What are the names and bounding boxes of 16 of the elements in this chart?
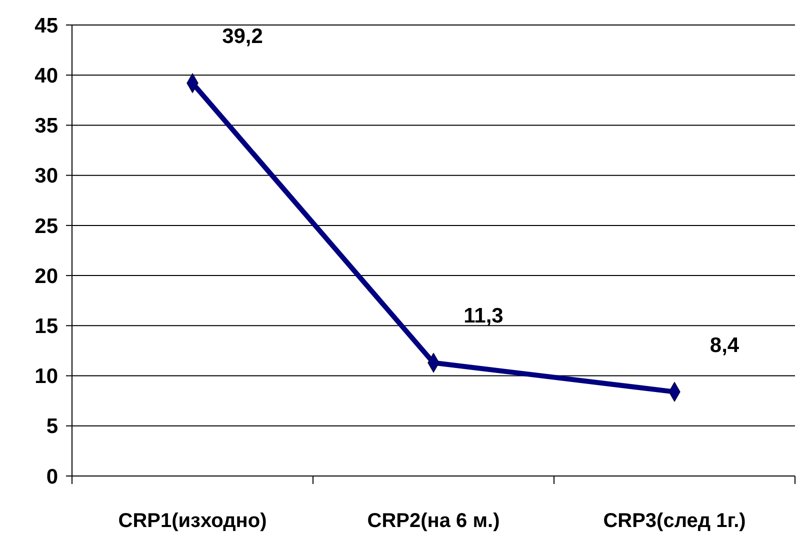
y-tick-label: 15 bbox=[34, 315, 58, 338]
y-tick-label: 25 bbox=[34, 214, 58, 238]
text: 39,2 bbox=[222, 25, 263, 48]
x-tick-label: CRP3(след 1г.) bbox=[603, 510, 746, 532]
y-tick-label: 0 bbox=[46, 465, 58, 488]
y-tick-label: 35 bbox=[34, 114, 58, 138]
y-tick-label: 40 bbox=[34, 64, 58, 88]
x-tick-label: CRP1(изходно) bbox=[118, 510, 267, 532]
y-tick-label: 30 bbox=[34, 164, 58, 188]
y-tick-label: 20 bbox=[34, 264, 58, 288]
y-tick-label: 10 bbox=[34, 365, 58, 388]
text: 8,4 bbox=[710, 334, 740, 357]
y-tick-label: 5 bbox=[46, 415, 58, 438]
x-tick-label: CRP2(на 6 м.) bbox=[367, 510, 500, 532]
y-tick-label: 45 bbox=[34, 14, 58, 38]
text: 11,3 bbox=[464, 304, 504, 328]
